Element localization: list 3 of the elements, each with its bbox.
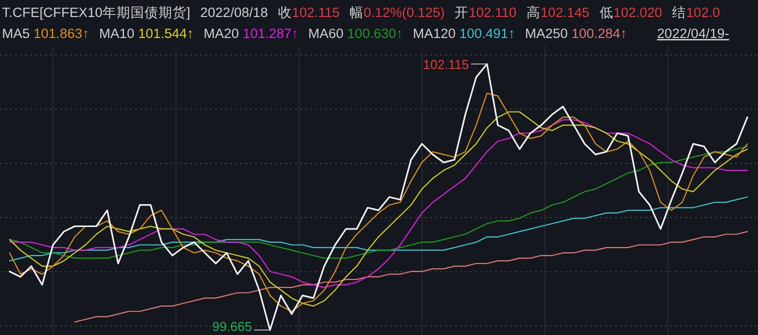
header: T.CFE[CFFEX10年期国债期货] 2022/08/18 收102.115 幅0.12%(0.125) 开102.110 高102.145 低102.020 结102.0 MA5 101.863↑ MA10 101.544↑ MA20 101.287↑ MA60 100.630↑ MA120 100.491↑ MA250 100.284↑ 2022/04/19- bbox=[2, 5, 730, 41]
annotation: 99.665 bbox=[212, 319, 252, 334]
annotation: 102.115 bbox=[422, 57, 469, 72]
